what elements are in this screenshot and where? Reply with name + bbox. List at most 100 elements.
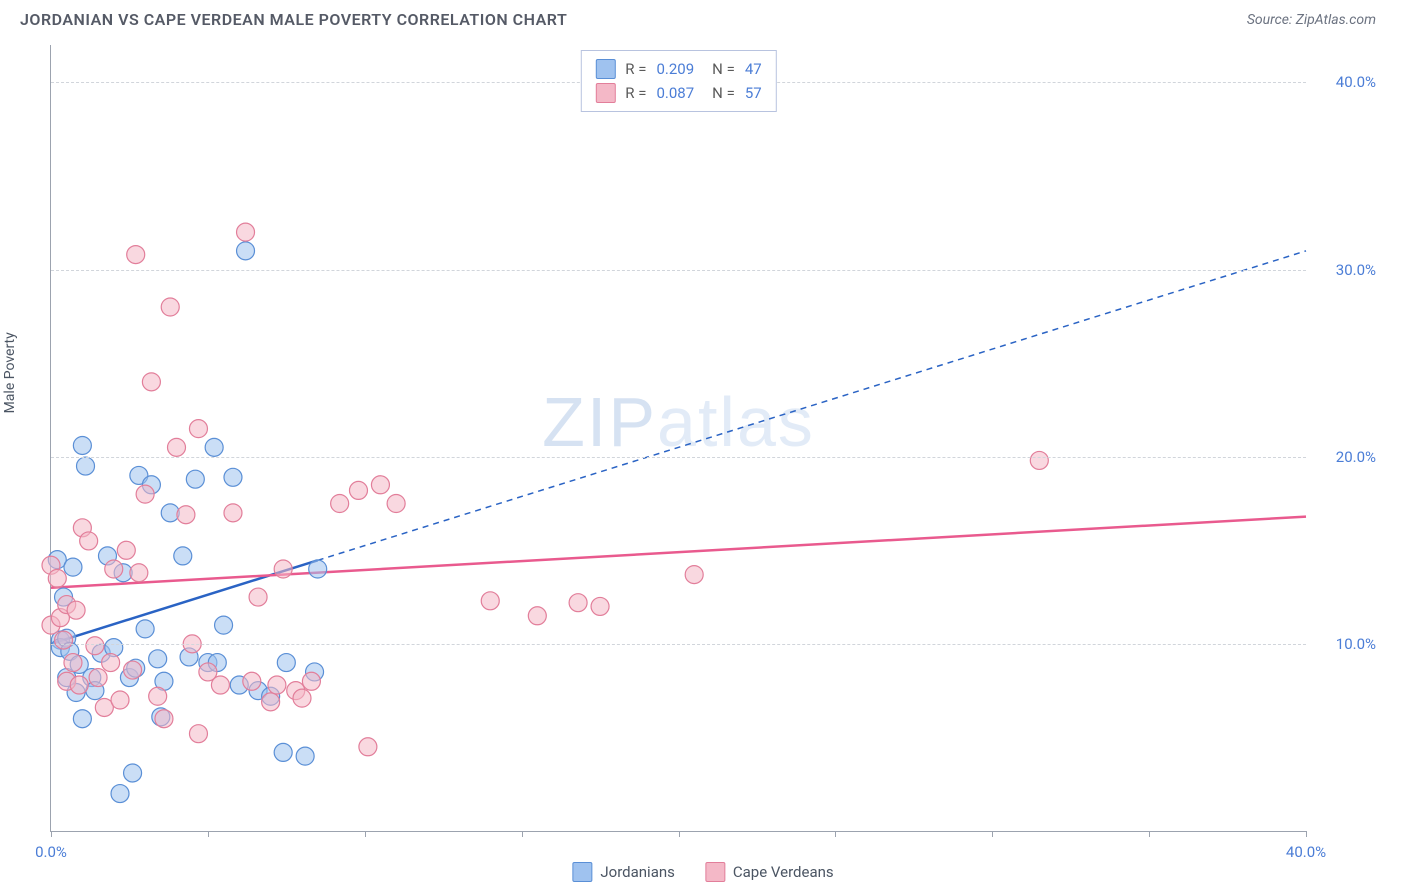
data-point — [302, 672, 320, 690]
data-point — [124, 661, 142, 679]
x-tick-mark — [835, 831, 836, 837]
data-point — [80, 532, 98, 550]
data-point — [296, 747, 314, 765]
data-point — [186, 470, 204, 488]
data-point — [591, 597, 609, 615]
source-label: Source: ZipAtlas.com — [1247, 12, 1376, 28]
series-label-capeverdeans: Cape Verdeans — [733, 863, 834, 881]
data-point — [371, 476, 389, 494]
y-tick-label: 30.0% — [1336, 261, 1376, 279]
y-tick-label: 10.0% — [1336, 635, 1376, 653]
swatch-jordanians — [595, 59, 615, 79]
n-capeverdeans: 57 — [745, 84, 762, 102]
scatter-svg — [51, 45, 1306, 831]
legend-item-capeverdeans: Cape Verdeans — [705, 862, 834, 882]
data-point — [130, 564, 148, 582]
data-point — [73, 710, 91, 728]
data-point — [136, 620, 154, 638]
series-legend: Jordanians Cape Verdeans — [572, 862, 833, 882]
chart-title: JORDANIAN VS CAPE VERDEAN MALE POVERTY C… — [20, 10, 567, 29]
data-point — [387, 495, 405, 513]
data-point — [86, 637, 104, 655]
data-point — [189, 725, 207, 743]
legend-item-jordanians: Jordanians — [572, 862, 675, 882]
data-point — [205, 438, 223, 456]
x-tick-label: 0.0% — [35, 843, 67, 861]
r-capeverdeans: 0.087 — [656, 84, 694, 102]
data-point — [64, 654, 82, 672]
data-point — [211, 676, 229, 694]
data-point — [293, 689, 311, 707]
data-point — [481, 592, 499, 610]
data-point — [127, 246, 145, 264]
x-tick-mark — [1306, 831, 1307, 837]
x-tick-mark — [208, 831, 209, 837]
data-point — [274, 743, 292, 761]
x-tick-mark — [1149, 831, 1150, 837]
x-tick-mark — [679, 831, 680, 837]
data-point — [105, 560, 123, 578]
data-point — [528, 607, 546, 625]
data-point — [268, 676, 286, 694]
data-point — [136, 485, 154, 503]
data-point — [359, 738, 377, 756]
data-point — [1030, 451, 1048, 469]
gridline — [51, 457, 1306, 458]
swatch-capeverdeans-bottom — [705, 862, 725, 882]
data-point — [124, 764, 142, 782]
data-point — [243, 672, 261, 690]
data-point — [149, 650, 167, 668]
data-point — [237, 223, 255, 241]
data-point — [168, 438, 186, 456]
chart-plot-area: ZIPatlas R = 0.209 N = 47 R = 0.087 N = … — [50, 45, 1306, 832]
data-point — [224, 504, 242, 522]
data-point — [277, 654, 295, 672]
data-point — [102, 654, 120, 672]
series-label-jordanians: Jordanians — [600, 863, 675, 881]
data-point — [77, 457, 95, 475]
data-point — [569, 594, 587, 612]
data-point — [215, 616, 233, 634]
data-point — [224, 468, 242, 486]
gridline — [51, 644, 1306, 645]
y-tick-label: 20.0% — [1336, 448, 1376, 466]
data-point — [161, 298, 179, 316]
legend-row-capeverdeans: R = 0.087 N = 57 — [595, 81, 761, 105]
data-point — [349, 481, 367, 499]
data-point — [262, 693, 280, 711]
x-tick-label: 40.0% — [1286, 843, 1326, 861]
data-point — [309, 560, 327, 578]
n-jordanians: 47 — [745, 60, 762, 78]
data-point — [331, 495, 349, 513]
data-point — [64, 558, 82, 576]
r-jordanians: 0.209 — [656, 60, 694, 78]
data-point — [189, 420, 207, 438]
x-tick-mark — [51, 831, 52, 837]
data-point — [111, 691, 129, 709]
data-point — [274, 560, 292, 578]
data-point — [155, 710, 173, 728]
x-tick-mark — [992, 831, 993, 837]
correlation-legend: R = 0.209 N = 47 R = 0.087 N = 57 — [580, 50, 776, 112]
swatch-capeverdeans — [595, 83, 615, 103]
data-point — [67, 601, 85, 619]
data-point — [117, 541, 135, 559]
trend-line-dashed-jordanians — [318, 251, 1306, 560]
data-point — [142, 373, 160, 391]
data-point — [149, 687, 167, 705]
data-point — [249, 588, 267, 606]
data-point — [55, 631, 73, 649]
legend-row-jordanians: R = 0.209 N = 47 — [595, 57, 761, 81]
trend-line-cape-verdeans — [51, 517, 1306, 588]
data-point — [48, 569, 66, 587]
gridline — [51, 270, 1306, 271]
x-tick-mark — [365, 831, 366, 837]
data-point — [70, 676, 88, 694]
y-tick-label: 40.0% — [1336, 73, 1376, 91]
data-point — [174, 547, 192, 565]
data-point — [73, 436, 91, 454]
y-axis-label: Male Poverty — [2, 332, 18, 413]
data-point — [111, 785, 129, 803]
x-tick-mark — [522, 831, 523, 837]
swatch-jordanians-bottom — [572, 862, 592, 882]
